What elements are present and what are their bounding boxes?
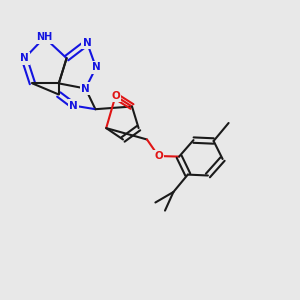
Text: NH: NH <box>36 32 52 43</box>
Text: N: N <box>69 100 78 111</box>
Text: N: N <box>82 38 91 48</box>
Text: N: N <box>92 62 100 73</box>
Text: N: N <box>81 83 90 94</box>
Text: N: N <box>20 53 29 64</box>
Text: O: O <box>154 151 163 161</box>
Text: O: O <box>111 91 120 101</box>
